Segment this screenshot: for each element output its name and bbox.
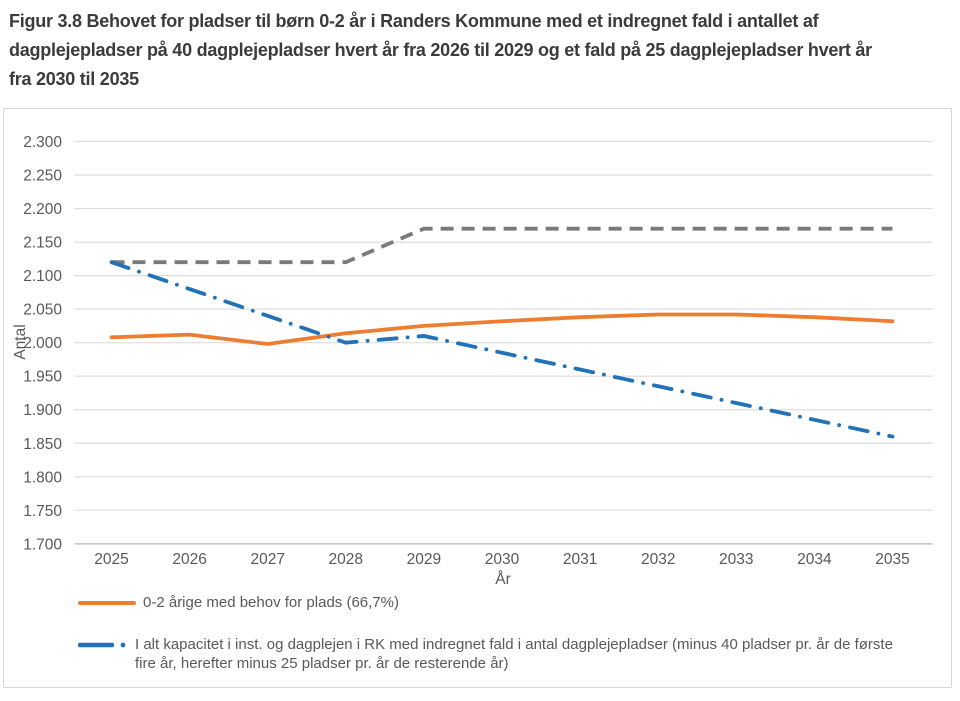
series-line-1 [109,260,895,439]
legend-label-behov: 0-2 årige med behov for plads (66,7%) [143,594,399,611]
series-line-0 [109,312,895,346]
y-tick-label: 2.300 [23,134,62,151]
legend-solid-line-icon [78,601,136,605]
y-tick-label: 2.150 [23,235,62,252]
legend-dashdot-line-icon [78,642,126,648]
legend-item-behov: 0-2 årige med behov for plads (66,7%) [78,593,399,612]
figure-title-line-2: dagplejepladser på 40 dagplejepladser hv… [9,40,872,60]
line-chart-plot: 2.300 2.250 2.200 2.150 2.100 2.050 2.000 1.950… [12,134,933,588]
x-tick-label: 2031 [563,551,597,568]
y-tick-label: 2.200 [23,201,62,218]
figure-title-line-1: Figur 3.8 Behovet for pladser til børn 0… [9,11,819,31]
y-tick-label: 1.750 [23,503,62,520]
x-tick-label: 2034 [797,551,832,568]
x-tick-label: 2027 [250,551,284,568]
legend-label-kapacitet: I alt kapacitet i inst. og dagplejen i R… [135,636,893,672]
y-axis-title: Antal [12,324,29,359]
chart-frame: 2.300 2.250 2.200 2.150 2.100 2.050 2.000 1.950… [3,108,952,688]
figure-title-line-3: fra 2030 til 2035 [9,69,139,89]
legend-item-kapacitet: I alt kapacitet i inst. og dagplejen i R… [78,635,897,673]
y-tick-label: 2.250 [23,168,62,185]
y-tick-label: 2.050 [23,302,62,319]
x-tick-label: 2028 [329,551,363,568]
figure-title: Figur 3.8 Behovet for pladser til børn 0… [9,7,957,94]
y-tick-label: 1.800 [23,469,62,486]
series-line-2 [111,226,893,265]
x-tick-label: 2029 [407,551,441,568]
y-tick-label: 2.100 [23,268,62,285]
x-axis-title: År [495,571,511,588]
y-tick-label: 1.950 [23,369,62,386]
y-tick-label: 2.000 [23,335,62,352]
y-tick-label: 1.850 [23,436,62,453]
x-tick-label: 2025 [94,551,128,568]
x-tick-label: 2030 [485,551,520,568]
y-tick-label: 1.900 [23,402,62,419]
x-tick-label: 2033 [719,551,753,568]
y-tick-label: 1.700 [23,536,62,553]
x-tick-label: 2035 [875,551,909,568]
x-tick-label: 2032 [641,551,675,568]
x-tick-label: 2026 [172,551,206,568]
